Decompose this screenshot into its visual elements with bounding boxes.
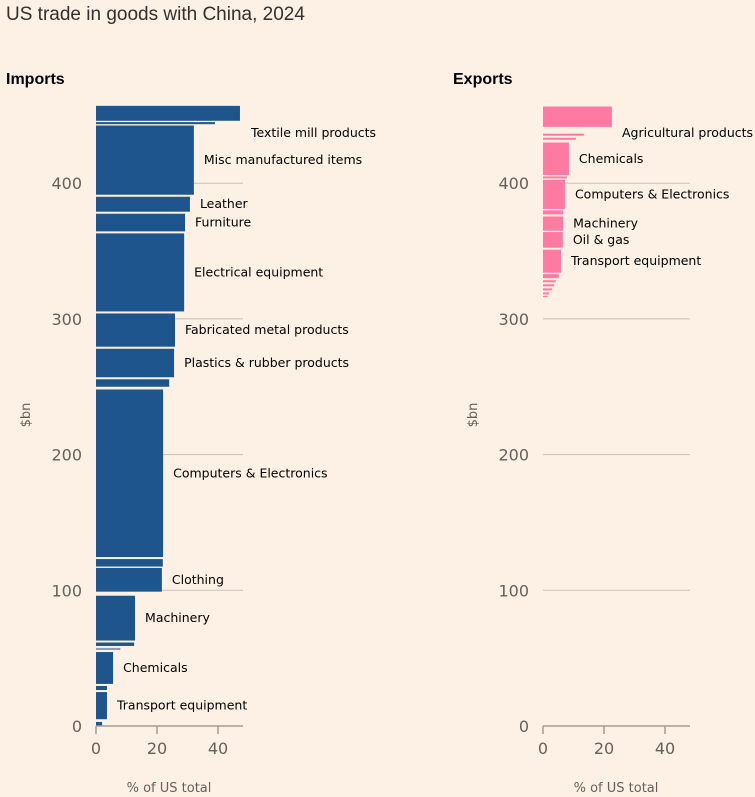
imports-bar	[96, 642, 135, 646]
exports-bar	[543, 137, 576, 140]
exports-bar	[543, 210, 564, 215]
imports-segment-label: Clothing	[172, 572, 224, 587]
imports-bar	[96, 122, 215, 125]
imports-bar	[96, 692, 107, 720]
imports-bar	[96, 313, 175, 347]
imports-segment-label: Fabricated metal products	[185, 322, 349, 337]
exports-bar	[543, 106, 612, 127]
exports-y-tick-label: 0	[519, 717, 529, 736]
exports-segment-label: Oil & gas	[573, 232, 630, 247]
exports-y-axis-title: $bn	[466, 403, 481, 428]
imports-segment-label: Furniture	[195, 215, 251, 230]
imports-x-tick-label: 40	[208, 739, 228, 758]
exports-bar	[543, 142, 569, 176]
imports-segment-label: Transport equipment	[116, 698, 247, 713]
exports-panel-title: Exports	[453, 71, 513, 88]
exports-segment-label: Chemicals	[579, 151, 644, 166]
exports-y-tick-label: 100	[498, 581, 529, 600]
imports-panel-title: Imports	[6, 71, 65, 88]
exports-segment-label: Agricultural products	[622, 125, 753, 140]
exports-segment-label: Machinery	[573, 216, 638, 231]
imports-bar	[96, 196, 190, 212]
imports-y-tick-label: 300	[51, 310, 82, 329]
exports-bar	[543, 232, 563, 248]
imports-segment-label: Chemicals	[123, 660, 188, 675]
exports-x-tick-label: 20	[594, 739, 614, 758]
exports-y-tick-label: 300	[498, 310, 529, 329]
exports-bar	[543, 280, 556, 283]
imports-segment-label: Electrical equipment	[194, 264, 323, 279]
exports-x-tick-label: 0	[538, 739, 548, 758]
imports-bar	[96, 567, 162, 592]
exports-x-tick-label: 40	[655, 739, 675, 758]
imports-y-tick-label: 100	[51, 581, 82, 600]
imports-segment-label: Leather	[200, 196, 249, 211]
imports-bar	[96, 652, 114, 684]
imports-bar	[96, 389, 164, 558]
imports-bar	[96, 685, 107, 691]
exports-bar	[543, 284, 555, 287]
imports-segment-label: Misc manufactured items	[204, 152, 362, 167]
imports-bar	[96, 213, 186, 232]
exports-bar	[543, 292, 550, 295]
imports-bar	[96, 379, 170, 387]
imports-segment-label: Plastics & rubber products	[184, 355, 349, 370]
imports-x-axis-title: % of US total	[127, 781, 212, 796]
imports-bar	[96, 595, 136, 641]
exports-bar	[543, 295, 548, 298]
imports-bar	[96, 105, 240, 121]
exports-bar	[543, 216, 564, 231]
exports-bar	[543, 288, 553, 291]
exports-bar	[543, 179, 565, 209]
exports-x-axis-title: % of US total	[574, 781, 659, 796]
imports-y-tick-label: 0	[72, 717, 82, 736]
exports-segment-label: Computers & Electronics	[575, 186, 729, 201]
exports-y-tick-label: 200	[498, 446, 529, 465]
exports-bar	[543, 176, 568, 179]
imports-bar	[96, 559, 163, 567]
exports-y-tick-label: 400	[498, 174, 529, 193]
exports-bar	[543, 274, 559, 279]
imports-segment-label: Computers & Electronics	[173, 465, 327, 480]
imports-bar	[96, 647, 121, 651]
imports-bar	[96, 125, 194, 195]
imports-segment-label: Textile mill products	[250, 125, 376, 140]
exports-segment-label: Transport equipment	[570, 253, 701, 268]
imports-y-tick-label: 400	[51, 174, 82, 193]
imports-y-tick-label: 200	[51, 446, 82, 465]
imports-segment-label: Machinery	[145, 610, 210, 625]
imports-bar	[96, 233, 185, 312]
imports-x-tick-label: 20	[147, 739, 167, 758]
exports-bar	[543, 249, 561, 273]
exports-bar	[543, 133, 584, 136]
imports-y-axis-title: $bn	[19, 403, 34, 428]
chart-title: US trade in goods with China, 2024	[6, 4, 305, 25]
imports-x-tick-label: 0	[91, 739, 101, 758]
imports-bar	[96, 721, 103, 726]
imports-bar	[96, 348, 175, 378]
